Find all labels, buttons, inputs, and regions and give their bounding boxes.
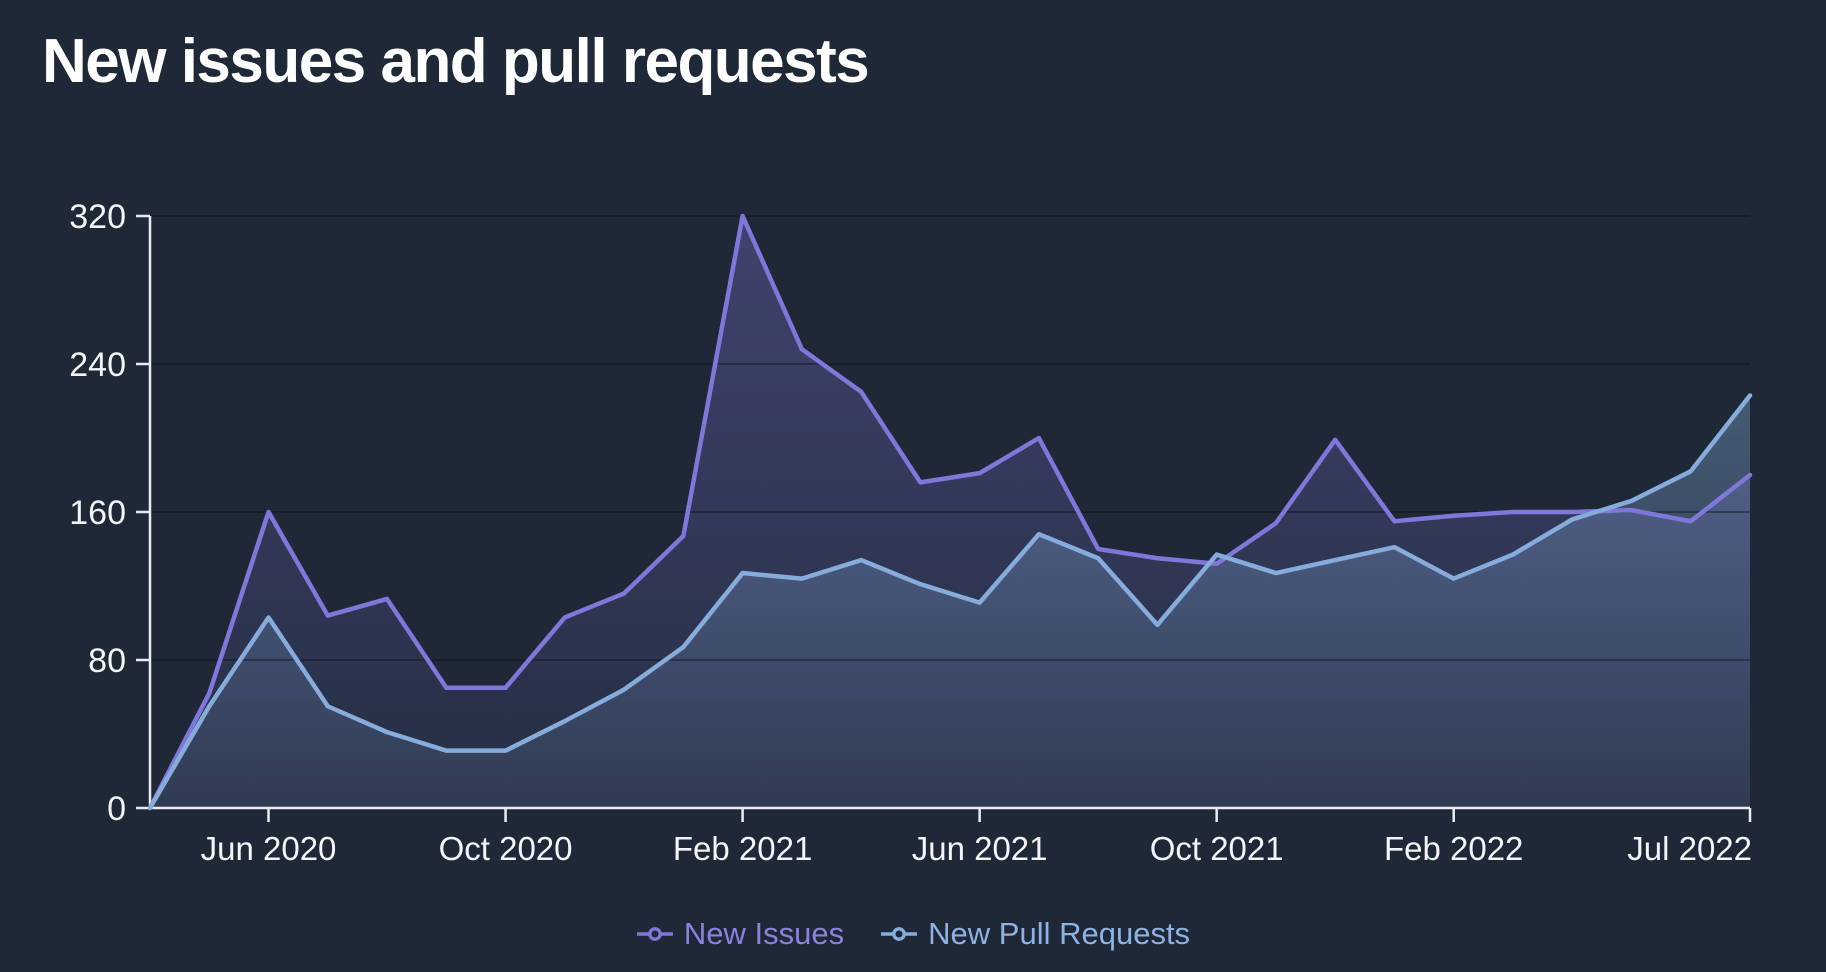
x-tick-label-oct-2021: Oct 2021 [1150, 830, 1284, 867]
x-tick-label-feb-2022: Feb 2022 [1384, 830, 1523, 867]
x-tick-label-jun-2020: Jun 2020 [201, 830, 337, 867]
y-tick-label-320: 320 [69, 198, 126, 236]
legend-label-new-issues: New Issues [683, 916, 845, 951]
y-tick-label-0: 0 [107, 790, 126, 828]
page-title: New issues and pull requests [42, 27, 870, 96]
line-marker-icon [881, 927, 918, 941]
area-new-pull-requests [150, 395, 1750, 808]
y-tick-label-240: 240 [69, 346, 126, 384]
line-new-issues[interactable] [147, 213, 1753, 811]
y-tick-label-80: 80 [88, 642, 126, 680]
legend-item-new-pull-requests[interactable]: New Pull Requests [880, 916, 1190, 952]
x-tick-label-oct-2020: Oct 2020 [439, 830, 573, 867]
x-tick-label-feb-2021: Feb 2021 [673, 830, 812, 867]
line-marker-icon [636, 927, 673, 941]
x-tick-label-jun-2021: Jun 2021 [912, 830, 1048, 867]
line-new-pull-requests[interactable] [147, 393, 1753, 811]
chart-legend: New Issues New Pull Requests [0, 908, 1826, 960]
y-tick-label-160: 160 [69, 494, 126, 532]
legend-item-new-issues[interactable]: New Issues [636, 916, 844, 952]
legend-label-new-pull-requests: New Pull Requests [928, 916, 1191, 951]
x-tick-label-jul-2022: Jul 2022 [1627, 830, 1752, 867]
